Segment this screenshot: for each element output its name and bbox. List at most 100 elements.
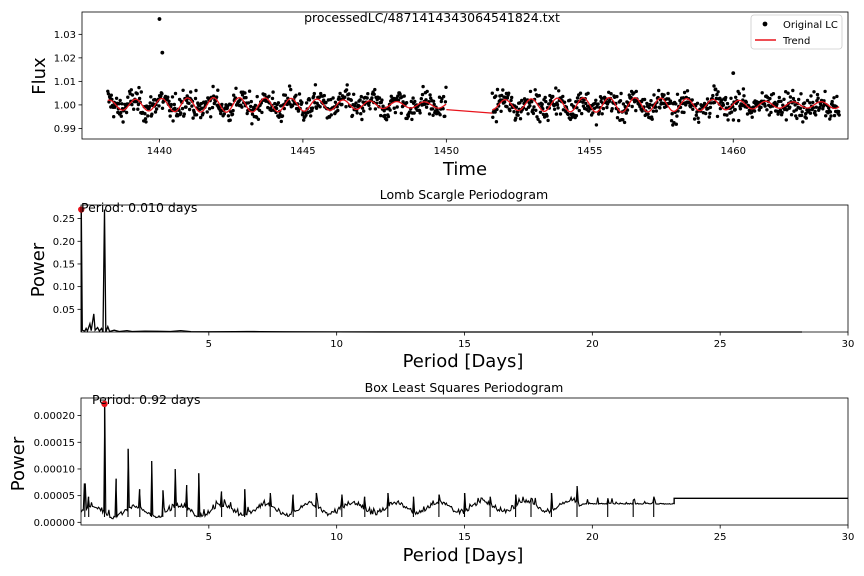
lc-point [126,95,130,99]
lc-point [749,110,754,115]
lc-point [621,102,626,106]
lc-point [530,100,534,104]
lc-point [689,103,693,107]
lc-point [566,112,570,117]
lc-point [118,98,122,103]
lc-point [715,114,720,119]
lc-point [768,96,772,101]
bls-peak-marker [101,400,108,408]
lc-point [733,107,737,112]
lc-point [524,107,529,112]
lc-point [179,111,183,115]
lc-point [670,112,674,116]
lc-point [234,86,238,91]
bls-series-line [80,403,674,520]
lc-point [804,116,808,120]
lc-point [788,105,792,109]
lc-point [170,95,175,99]
lc-point [724,95,728,100]
lc-point [828,117,832,121]
lc-point [526,112,530,116]
lc-point [300,100,304,105]
lc-point [712,84,716,88]
lc-point [355,111,359,115]
lc-point [441,107,445,111]
lc-point [373,87,377,92]
lc-point [594,98,598,103]
lc-point [494,94,498,98]
lc-point [601,106,606,111]
bls-y-ticks: 0.00000 0.00005 0.00010 0.00015 0.00020 [34,411,81,529]
lc-point [322,98,326,102]
lc-point [625,108,630,112]
lomb-scargle-x-label: Period [Days] [403,351,524,372]
bls-x-label: Period [Days] [403,545,524,566]
lc-point [169,102,173,107]
lc-point [137,96,142,101]
lc-point [425,89,429,94]
lc-point [352,92,356,97]
lc-point [266,105,270,110]
lc-point [245,111,249,116]
lc-point [692,117,697,121]
lc-point [372,92,376,97]
lc-point [815,92,820,97]
lc-point [383,113,387,118]
lc-point [166,95,170,99]
lc-point [816,96,820,100]
lc-point [130,102,134,107]
lc-point [160,92,164,96]
lc-point [605,105,609,110]
lc-point [205,110,209,114]
lc-point [338,91,342,96]
bls-x-tick-label: 5 [206,532,212,543]
light-curve-x-ticks: 1440 1445 1450 1455 1460 [147,139,746,157]
lc-point [777,95,781,100]
lc-point [716,90,720,94]
lomb-scargle-x-tick-label: 10 [330,339,343,350]
lc-point [194,113,199,117]
lc-point [136,107,140,111]
lc-point [744,100,748,104]
light-curve-x-tick-label: 1460 [721,146,746,157]
lc-point [650,117,654,121]
lc-point [107,100,111,104]
lc-point [807,108,811,112]
light-curve-x-tick-label: 1455 [577,146,602,157]
lc-point [788,95,793,99]
lc-point [545,114,549,118]
lc-point [518,101,522,105]
lc-point [444,85,448,90]
lc-point [591,111,595,115]
lc-point [304,113,308,118]
lc-point [350,113,355,118]
lc-point [388,108,392,112]
lc-outlier-point [157,17,162,21]
lc-point [167,99,171,104]
lc-point [799,92,803,96]
lc-point [302,118,306,122]
lc-point [362,109,366,113]
lc-point [132,107,136,111]
lc-point [707,115,711,119]
lc-point [709,101,713,105]
light-curve-x-tick-label: 1440 [147,146,172,157]
lc-point [120,102,124,106]
lc-point [396,94,400,98]
lc-point [380,98,384,102]
lc-point [404,101,409,105]
lc-point [814,105,818,109]
lc-point [531,108,535,112]
lc-point [769,110,773,115]
lc-point [499,109,503,114]
lc-point [172,102,176,107]
trend-gap-line [446,108,493,114]
figure-title: processedLC/4871414343064541824.txt [304,10,560,25]
lc-point [124,110,129,115]
lc-point [359,112,363,116]
lc-point [119,110,123,115]
lc-point [814,113,818,117]
lc-point [595,105,599,109]
lc-point [184,105,188,109]
lc-point [622,120,627,125]
